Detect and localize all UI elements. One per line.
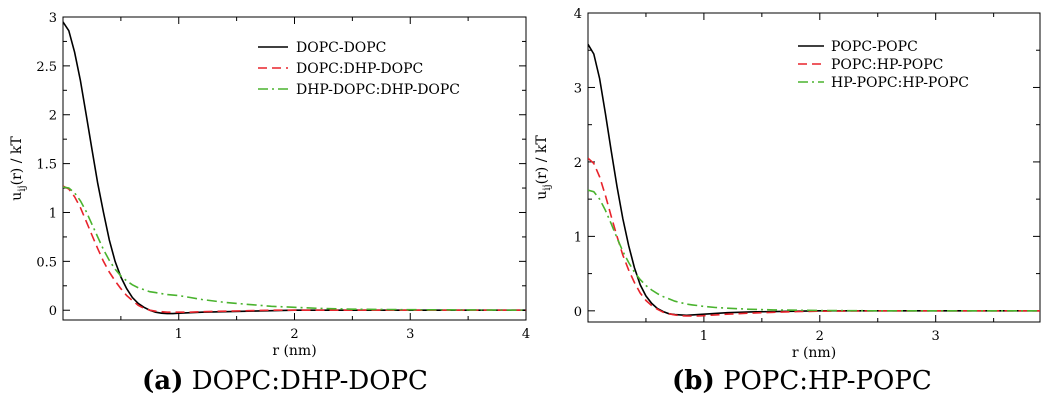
y-tick-label: 4	[574, 7, 582, 22]
y-axis-label: uij(r) / kT	[9, 136, 28, 201]
caption-a-letter: (a)	[142, 366, 184, 396]
legend-label: DHP-DOPC:DHP-DOPC	[296, 82, 460, 98]
caption-b: (b) POPC:HP-POPC	[672, 366, 932, 396]
y-axis-label: uij(r) / kT	[534, 135, 553, 200]
chart-panel-a: 1 2 3 4 0 0.5 1 1.5 2 2.5 3 r (nm) uij(r) / kT DOPC-D…	[9, 11, 530, 359]
caption-a-text: DOPC:DHP-DOPC	[191, 366, 428, 396]
y-tick-label: 1	[49, 206, 57, 221]
y-tick-label: 3	[574, 81, 582, 96]
series-line-1	[63, 185, 526, 314]
caption-b-text: POPC:HP-POPC	[723, 366, 932, 396]
legend-label: DOPC-DOPC	[296, 40, 386, 56]
y-tick-label: 0	[574, 305, 582, 320]
y-tick-label: 2	[49, 109, 57, 124]
y-tick-label: 2	[574, 156, 582, 171]
series-line-2	[588, 189, 1040, 312]
caption-a: (a) DOPC:DHP-DOPC	[142, 366, 428, 396]
y-tick-label: 1	[574, 230, 582, 245]
series-line-2	[63, 186, 526, 312]
x-axis-label: r (nm)	[272, 343, 316, 359]
series-line-0	[63, 21, 526, 315]
x-tick-label: 1	[700, 329, 708, 344]
legend-label: POPC-POPC	[831, 39, 918, 55]
legend-label: HP-POPC:HP-POPC	[831, 75, 969, 91]
y-tick-label: 3	[49, 11, 57, 26]
y-tick-label: 0	[49, 304, 57, 319]
y-tick-label: 1.5	[36, 158, 57, 173]
x-tick-label: 3	[932, 329, 940, 344]
x-tick-label: 4	[522, 327, 530, 342]
x-axis-label: r (nm)	[792, 345, 836, 361]
series-line-0	[588, 43, 1040, 317]
legend-label: POPC:HP-POPC	[831, 57, 943, 73]
y-tick-label: 0.5	[36, 255, 57, 270]
chart-panel-b: 1 2 3 0 1 2 3 4 r (nm) uij(r) / kT POPC-POPC POPC:H…	[534, 7, 1041, 361]
x-tick-label: 2	[816, 329, 824, 344]
x-tick-label: 2	[290, 327, 298, 342]
y-tick-label: 2.5	[36, 60, 57, 75]
legend-label: DOPC:DHP-DOPC	[296, 61, 423, 77]
x-tick-label: 1	[175, 327, 183, 342]
plot-frame	[62, 16, 527, 321]
x-tick-label: 3	[406, 327, 414, 342]
caption-b-letter: (b)	[672, 366, 715, 396]
series-line-1	[588, 157, 1040, 317]
plot-frame	[587, 12, 1041, 323]
